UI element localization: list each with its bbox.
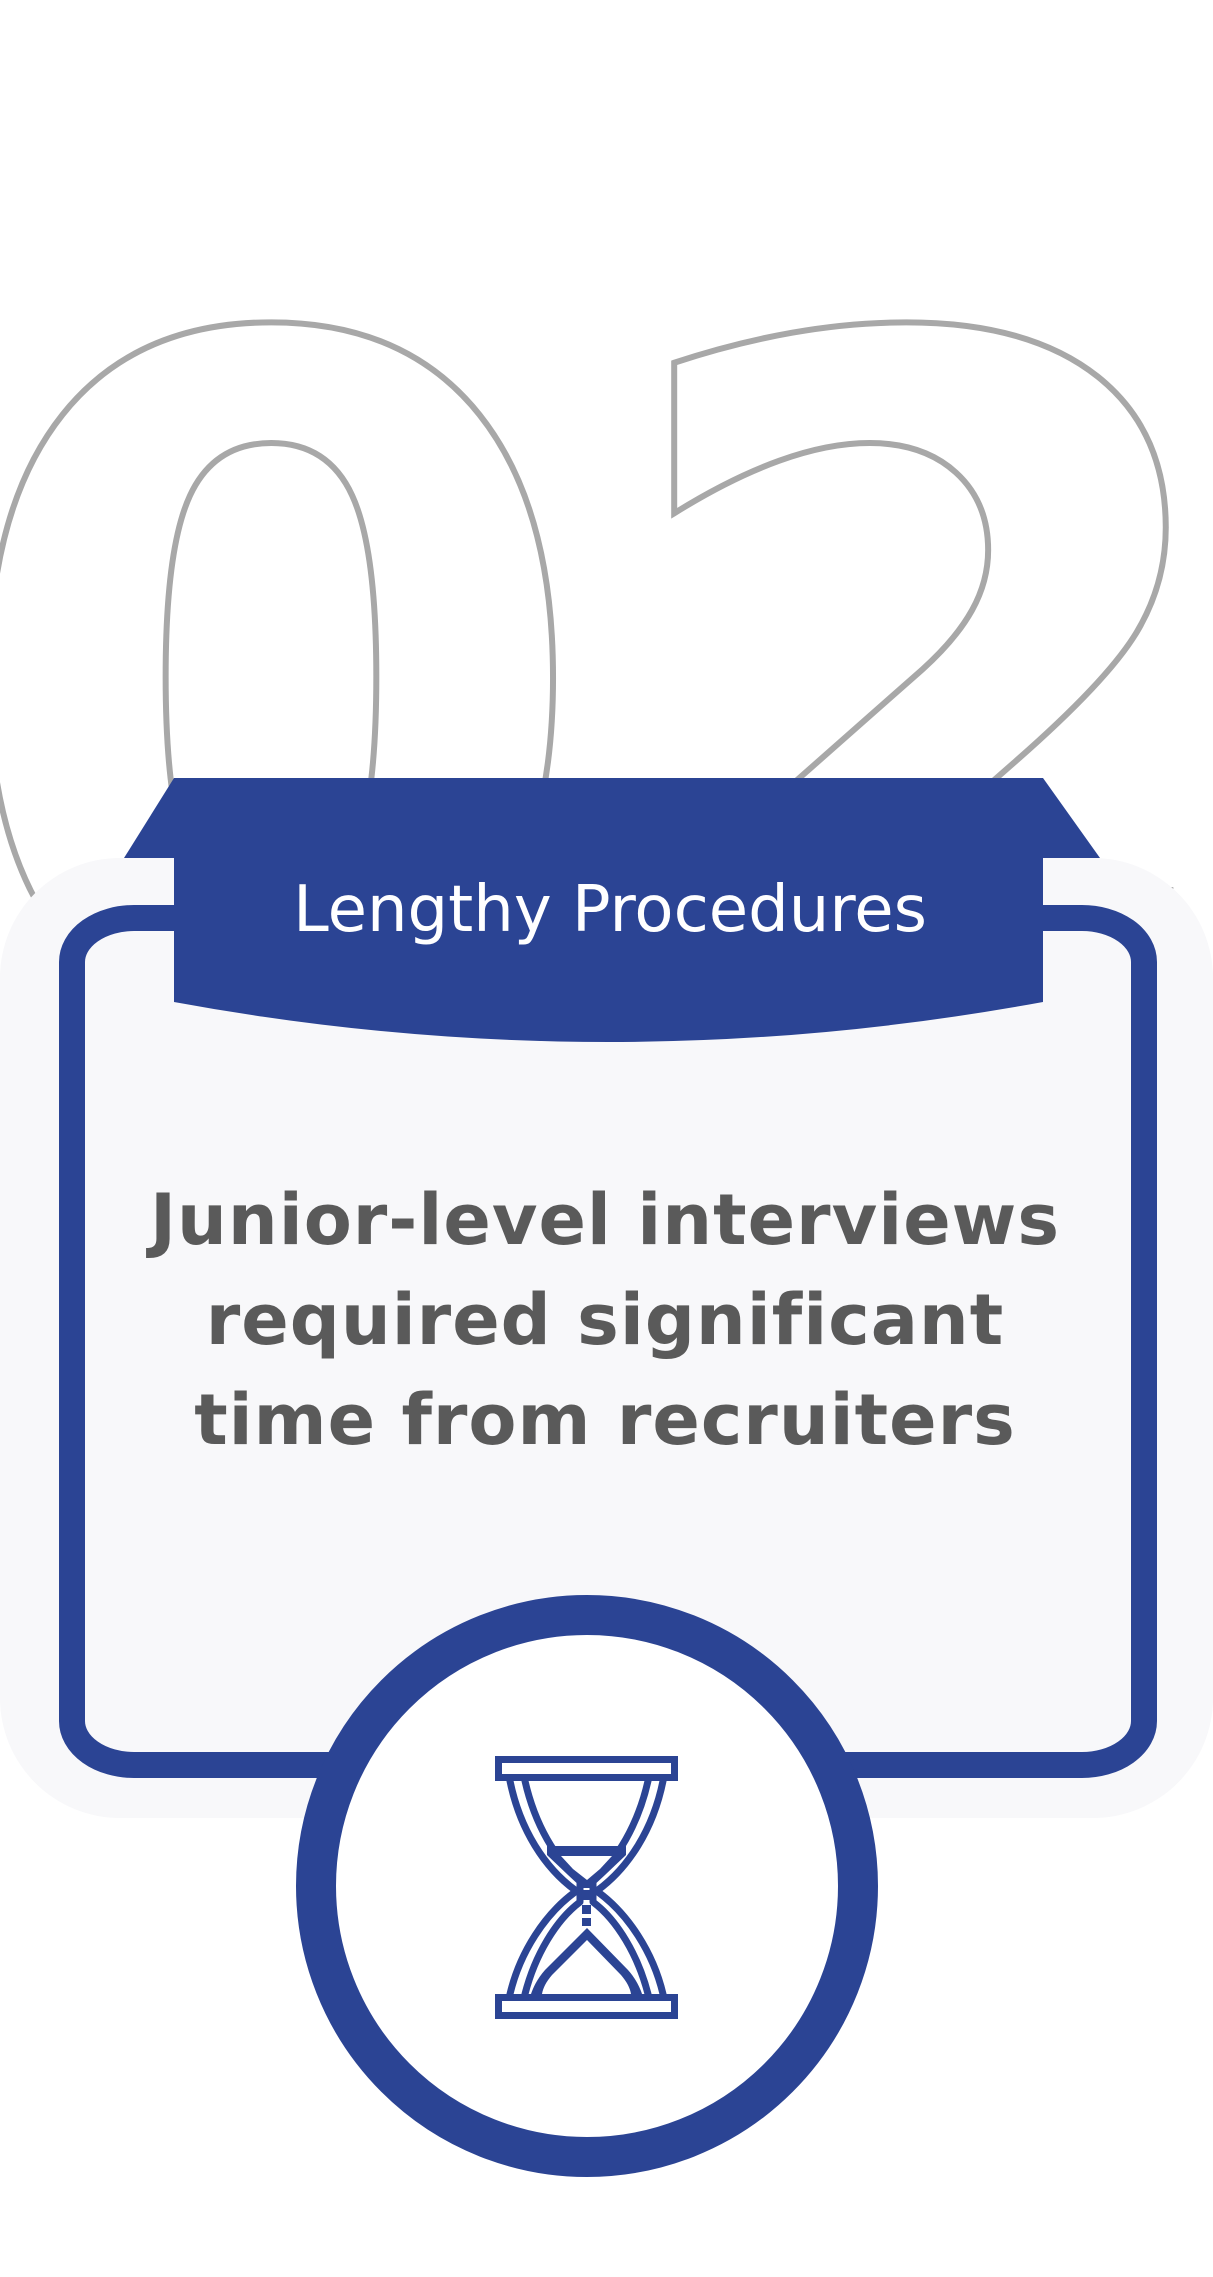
ribbon-right-fold [1043, 778, 1100, 858]
ribbon-left-fold [124, 778, 174, 858]
card-title: Lengthy Procedures [293, 873, 927, 947]
hourglass-icon [495, 1756, 678, 2019]
title-banner [174, 778, 1043, 1042]
card-description: Junior-level interviews required signifi… [149, 1179, 1061, 1461]
